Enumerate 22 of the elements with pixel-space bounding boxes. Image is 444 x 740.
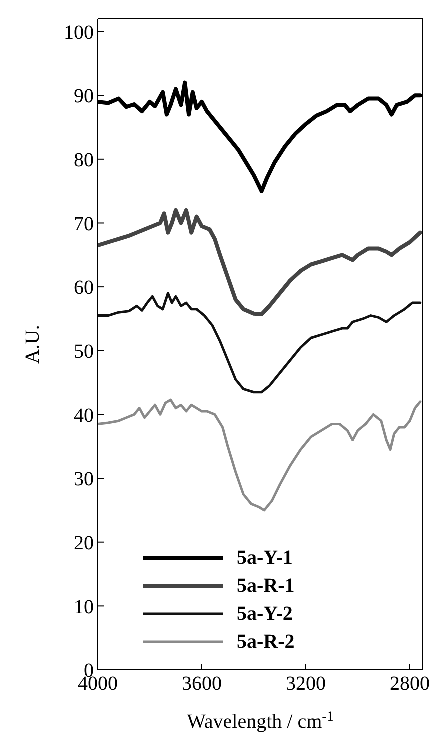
x-tick-label: 3600 [182,673,222,696]
legend-label: 5a-Y-2 [237,602,293,626]
y-axis-title: A.U. [22,325,44,364]
legend-label: 5a-R-2 [237,630,295,654]
y-tick-label: 10 [74,596,94,618]
y-tick-label: 20 [74,532,94,554]
y-tick-label: 40 [74,404,94,427]
y-tick-label: 50 [74,340,94,363]
y-tick-label: 90 [74,86,94,108]
legend-label: 5a-Y-1 [237,546,293,570]
y-tick-label: 60 [74,277,94,300]
x-axis-title: Wavelength / cm$^{-1}$ [187,710,334,733]
line-series [98,292,422,394]
line-series [98,398,422,512]
legend-label: 5a-R-1 [237,574,295,598]
y-tick-label: 30 [74,468,94,491]
y-tick-label: 100 [64,22,94,44]
x-tick-label: 3200 [286,673,326,696]
line-series [98,208,422,317]
x-tick-label: 2800 [390,673,430,696]
y-tick-label: 80 [74,150,94,172]
y-tick-label: 70 [74,213,94,236]
